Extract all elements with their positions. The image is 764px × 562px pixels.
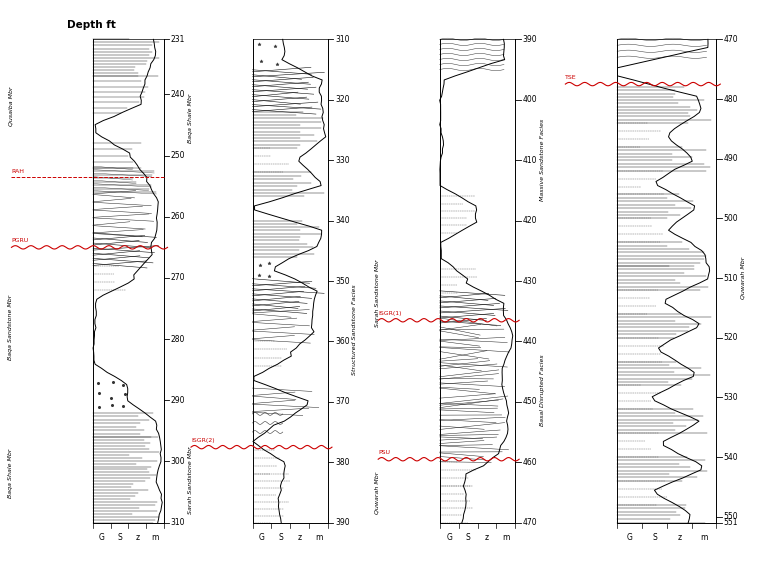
Text: Sarah Sandstone Mbr: Sarah Sandstone Mbr [375,259,380,327]
Text: 240: 240 [170,90,185,99]
Text: 480: 480 [724,94,738,103]
Text: Baqa Shale Mbr: Baqa Shale Mbr [8,449,13,498]
Text: 400: 400 [523,95,537,105]
Text: 500: 500 [724,214,738,223]
Text: 320: 320 [335,95,349,105]
Text: z: z [135,533,139,542]
Text: 470: 470 [523,518,537,527]
Bar [252,432,329,450]
Bar [93,39,163,523]
Bar [440,136,515,197]
Text: G: G [626,533,633,542]
Text: 540: 540 [724,452,738,461]
Text: Basal Disrupted Facies: Basal Disrupted Facies [539,354,545,425]
Bar [617,57,717,87]
Text: PSU: PSU [378,450,390,455]
Text: 520: 520 [724,333,738,342]
Text: 390: 390 [523,35,537,44]
Bar [617,39,717,523]
Text: 450: 450 [523,397,537,406]
Bar [440,233,515,269]
Text: Structured Sandstone Facies: Structured Sandstone Facies [352,284,358,375]
Text: 290: 290 [170,396,185,405]
Bar [252,366,329,390]
Text: 550: 550 [724,512,738,521]
Text: 280: 280 [170,334,185,343]
Text: 360: 360 [335,337,350,346]
Text: 490: 490 [724,154,738,163]
Text: Baqa Shale Mbr: Baqa Shale Mbr [188,93,193,143]
Text: 300: 300 [170,457,185,466]
Text: 430: 430 [523,277,537,285]
Bar [93,113,163,143]
Text: 510: 510 [724,274,738,283]
Text: TSE: TSE [565,75,577,80]
Text: 310: 310 [335,35,349,44]
Text: 231: 231 [170,35,185,44]
Text: z: z [677,533,681,542]
Text: S: S [652,533,657,542]
Text: m: m [151,533,159,542]
Bar [93,339,163,376]
Text: 551: 551 [724,518,738,527]
Text: S: S [279,533,283,542]
Text: 460: 460 [523,457,537,467]
Text: S: S [466,533,471,542]
Text: Depth ft: Depth ft [67,20,116,30]
Text: 440: 440 [523,337,537,346]
Bar [440,88,515,136]
Text: Qusaiba Mbr: Qusaiba Mbr [8,87,13,126]
Text: Massive Sandstone Facies: Massive Sandstone Facies [539,119,545,201]
Bar [252,197,329,220]
Text: 370: 370 [335,397,350,406]
Bar [252,39,329,523]
Bar [440,70,515,88]
Text: m: m [502,533,510,542]
Text: Baqa Sandstone Mbr: Baqa Sandstone Mbr [8,294,13,360]
Text: Sarah Sandstone Mbr: Sarah Sandstone Mbr [188,446,193,514]
Text: 470: 470 [724,35,738,44]
Text: 270: 270 [170,274,185,283]
Text: 350: 350 [335,277,350,285]
Text: Quwarah Mbr: Quwarah Mbr [741,257,746,299]
Text: 310: 310 [170,518,185,527]
Text: 380: 380 [335,457,349,467]
Bar [93,315,163,339]
Text: 250: 250 [170,151,185,160]
Text: 390: 390 [335,518,350,527]
Text: 530: 530 [724,393,738,402]
Text: 260: 260 [170,212,185,221]
Text: 330: 330 [335,156,350,165]
Text: S: S [117,533,122,542]
Text: RAH: RAH [11,169,24,174]
Text: G: G [259,533,265,542]
Text: PGRU: PGRU [11,238,29,243]
Bar [440,39,515,523]
Text: m: m [315,533,322,542]
Text: ISGR(2): ISGR(2) [191,438,215,443]
Bar [93,290,163,315]
Text: m: m [701,533,707,542]
Text: Quwarah Mbr: Quwarah Mbr [375,472,380,514]
Text: ISGR(1): ISGR(1) [378,311,402,316]
Text: G: G [99,533,105,542]
Text: z: z [485,533,489,542]
Text: G: G [446,533,452,542]
Text: 420: 420 [523,216,536,225]
Text: z: z [298,533,302,542]
Text: 410: 410 [523,156,536,165]
Text: 340: 340 [335,216,350,225]
